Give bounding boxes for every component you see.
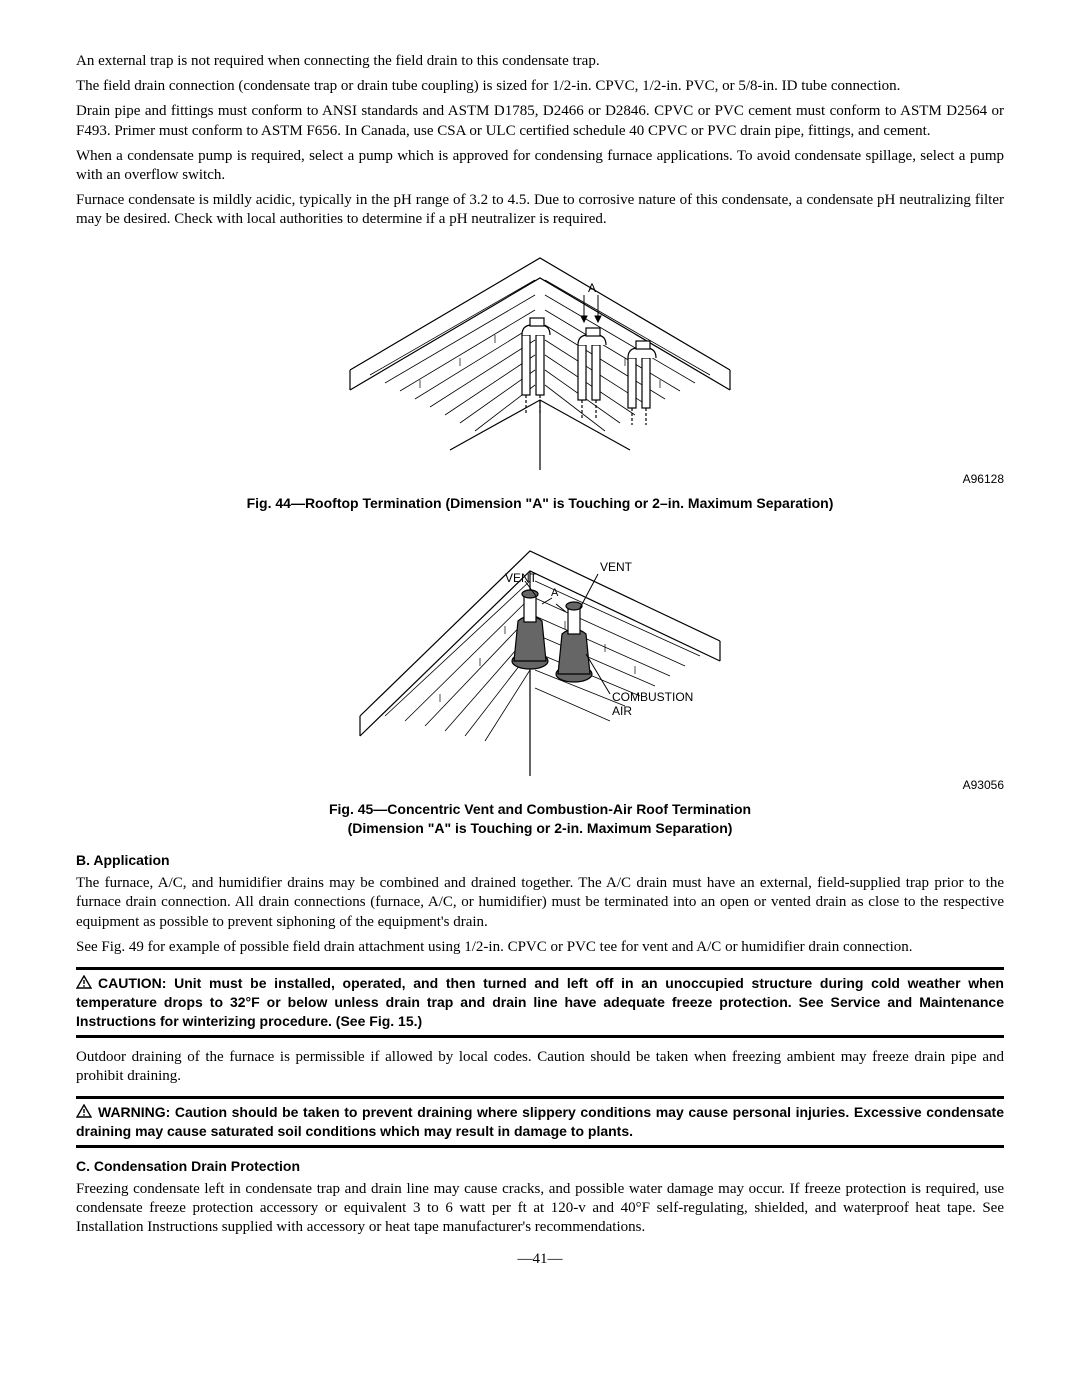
section-b-p2: See Fig. 49 for example of possible fiel… (76, 938, 1004, 957)
figure-45-label-air: AIR (612, 704, 632, 718)
section-b-p1: The furnace, A/C, and humidifier drains … (76, 874, 1004, 932)
warning-triangle-icon (76, 975, 92, 989)
figure-45-caption-line1: Fig. 45—Concentric Vent and Combustion-A… (329, 801, 751, 817)
caution-label: CAUTION: (98, 975, 166, 991)
paragraph-1: An external trap is not required when co… (76, 52, 1004, 71)
paragraph-3: Drain pipe and fittings must conform to … (76, 102, 1004, 140)
figure-45-svg: VENT VENT A COMBUSTION AIR (330, 526, 750, 776)
figure-45-code: A93056 (76, 778, 1004, 792)
paragraph-after-caution: Outdoor draining of the furnace is permi… (76, 1048, 1004, 1086)
warning-triangle-icon (76, 1104, 92, 1118)
warning-text: Caution should be taken to prevent drain… (76, 1104, 1004, 1139)
warning-label: WARNING: (98, 1104, 170, 1120)
section-c-p1: Freezing condensate left in condensate t… (76, 1180, 1004, 1238)
warning-notice: WARNING: Caution should be taken to prev… (76, 1103, 1004, 1141)
page-number: —41— (76, 1251, 1004, 1268)
figure-44: A (76, 240, 1004, 470)
figure-45-label-vent-1: VENT (505, 571, 538, 585)
figure-45: VENT VENT A COMBUSTION AIR (76, 526, 1004, 776)
rule-before-warning (76, 1096, 1004, 1099)
rule-after-warning (76, 1145, 1004, 1148)
figure-45-caption-line2: (Dimension "A" is Touching or 2-in. Maxi… (348, 820, 733, 836)
rule-before-caution (76, 967, 1004, 970)
section-c-heading: C. Condensation Drain Protection (76, 1158, 1004, 1174)
figure-45-label-a: A (551, 587, 559, 599)
caution-text: Unit must be installed, operated, and th… (76, 975, 1004, 1029)
paragraph-5: Furnace condensate is mildly acidic, typ… (76, 191, 1004, 229)
figure-45-caption: Fig. 45—Concentric Vent and Combustion-A… (76, 800, 1004, 838)
figure-45-label-combustion: COMBUSTION (612, 690, 693, 704)
figure-45-label-vent-2: VENT (600, 560, 633, 574)
figure-44-svg: A (330, 240, 750, 470)
paragraph-2: The field drain connection (condensate t… (76, 77, 1004, 96)
figure-44-code: A96128 (76, 472, 1004, 486)
caution-notice: CAUTION: Unit must be installed, operate… (76, 974, 1004, 1031)
figure-44-caption: Fig. 44—Rooftop Termination (Dimension "… (76, 494, 1004, 513)
figure-44-label-a: A (588, 281, 596, 295)
section-b-heading: B. Application (76, 852, 1004, 868)
paragraph-4: When a condensate pump is required, sele… (76, 147, 1004, 185)
rule-after-caution (76, 1035, 1004, 1038)
